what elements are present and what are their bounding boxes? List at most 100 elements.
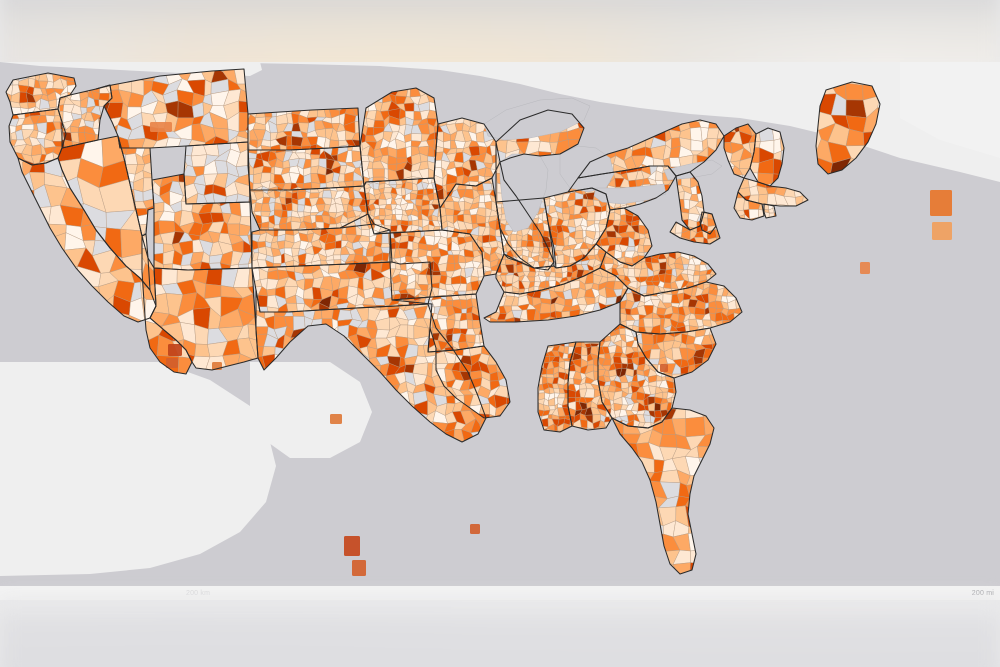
county-polygon[interactable] [673, 387, 679, 395]
county-polygon[interactable] [291, 228, 300, 238]
county-polygon[interactable] [270, 144, 281, 156]
county-polygon[interactable] [445, 262, 455, 272]
county-polygon[interactable] [555, 310, 563, 319]
county-polygon[interactable] [569, 280, 580, 290]
county-polygon[interactable] [260, 185, 270, 195]
county-polygon[interactable] [443, 140, 451, 150]
county-polygon[interactable] [257, 294, 268, 308]
county-polygon[interactable] [426, 362, 433, 378]
state-counties-nd[interactable] [246, 105, 364, 155]
county-polygon[interactable] [845, 82, 864, 101]
county-polygon[interactable] [774, 203, 789, 214]
high-value-county-11[interactable] [660, 364, 668, 372]
county-polygon[interactable] [286, 145, 293, 154]
county-polygon[interactable] [845, 99, 867, 118]
county-polygon[interactable] [654, 402, 661, 412]
county-polygon[interactable] [177, 356, 199, 375]
county-polygon[interactable] [519, 318, 528, 328]
county-polygon[interactable] [252, 185, 264, 198]
high-value-county-5[interactable] [930, 190, 952, 216]
county-polygon[interactable] [466, 319, 474, 330]
county-polygon[interactable] [291, 145, 304, 153]
county-polygon[interactable] [564, 298, 573, 307]
county-polygon[interactable] [683, 198, 690, 210]
county-polygon[interactable] [261, 165, 272, 174]
county-polygon[interactable] [411, 133, 423, 142]
county-polygon[interactable] [877, 95, 895, 114]
county-polygon[interactable] [659, 434, 678, 448]
county-polygon[interactable] [224, 193, 239, 210]
county-polygon[interactable] [478, 194, 485, 203]
county-polygon[interactable] [248, 337, 271, 362]
county-polygon[interactable] [191, 154, 208, 167]
county-polygon[interactable] [403, 102, 415, 112]
county-polygon[interactable] [708, 306, 717, 314]
county-polygon[interactable] [351, 107, 363, 117]
county-polygon[interactable] [286, 221, 293, 230]
county-polygon[interactable] [433, 117, 445, 127]
county-polygon[interactable] [690, 139, 704, 152]
county-polygon[interactable] [446, 395, 456, 404]
state-counties-nc[interactable] [619, 280, 743, 341]
county-polygon[interactable] [607, 276, 617, 282]
county-polygon[interactable] [478, 334, 489, 344]
county-polygon[interactable] [282, 182, 292, 190]
state-counties-ia[interactable] [363, 177, 445, 239]
county-polygon[interactable] [31, 144, 42, 157]
county-polygon[interactable] [21, 124, 35, 131]
county-polygon[interactable] [546, 373, 555, 379]
county-polygon[interactable] [605, 230, 617, 238]
county-polygon[interactable] [321, 190, 333, 199]
high-value-county-2[interactable] [166, 358, 178, 368]
county-polygon[interactable] [260, 145, 272, 155]
county-polygon[interactable] [574, 229, 584, 240]
county-polygon[interactable] [539, 302, 552, 314]
county-polygon[interactable] [210, 212, 225, 223]
county-polygon[interactable] [235, 164, 251, 178]
high-value-county-6[interactable] [932, 222, 952, 240]
county-polygon[interactable] [649, 324, 661, 335]
county-polygon[interactable] [586, 211, 596, 222]
county-polygon[interactable] [278, 222, 288, 230]
county-polygon[interactable] [70, 132, 80, 143]
county-polygon[interactable] [504, 317, 516, 328]
county-polygon[interactable] [268, 186, 278, 195]
county-polygon[interactable] [189, 261, 202, 271]
county-polygon[interactable] [396, 147, 407, 159]
county-polygon[interactable] [554, 430, 558, 436]
county-polygon[interactable] [142, 177, 154, 193]
county-polygon[interactable] [619, 328, 626, 336]
county-polygon[interactable] [286, 135, 293, 147]
county-polygon[interactable] [685, 416, 706, 438]
county-polygon[interactable] [579, 419, 588, 429]
county-polygon[interactable] [689, 126, 703, 142]
county-polygon[interactable] [563, 346, 569, 355]
county-polygon[interactable] [247, 139, 262, 154]
county-polygon[interactable] [561, 207, 571, 215]
county-polygon[interactable] [482, 183, 493, 191]
county-polygon[interactable] [693, 270, 701, 276]
county-polygon[interactable] [286, 302, 298, 317]
county-polygon[interactable] [335, 240, 342, 249]
county-polygon[interactable] [152, 137, 169, 156]
county-polygon[interactable] [407, 324, 415, 340]
county-polygon[interactable] [372, 168, 385, 178]
county-polygon[interactable] [247, 308, 270, 327]
high-value-county-1[interactable] [168, 344, 182, 356]
map-viewport[interactable] [0, 62, 1000, 600]
county-polygon[interactable] [381, 233, 390, 244]
county-polygon[interactable] [256, 145, 264, 155]
county-polygon[interactable] [532, 240, 541, 248]
county-polygon[interactable] [277, 186, 284, 195]
county-polygon[interactable] [641, 333, 654, 346]
county-polygon[interactable] [662, 293, 673, 304]
high-value-county-3[interactable] [344, 536, 360, 556]
county-polygon[interactable] [461, 308, 468, 314]
high-value-county-10[interactable] [860, 262, 870, 274]
county-polygon[interactable] [539, 316, 551, 328]
county-polygon[interactable] [556, 254, 565, 264]
county-polygon[interactable] [664, 273, 673, 284]
high-value-county-4[interactable] [352, 560, 366, 576]
high-value-county-8[interactable] [330, 414, 342, 424]
county-polygon[interactable] [659, 469, 681, 483]
